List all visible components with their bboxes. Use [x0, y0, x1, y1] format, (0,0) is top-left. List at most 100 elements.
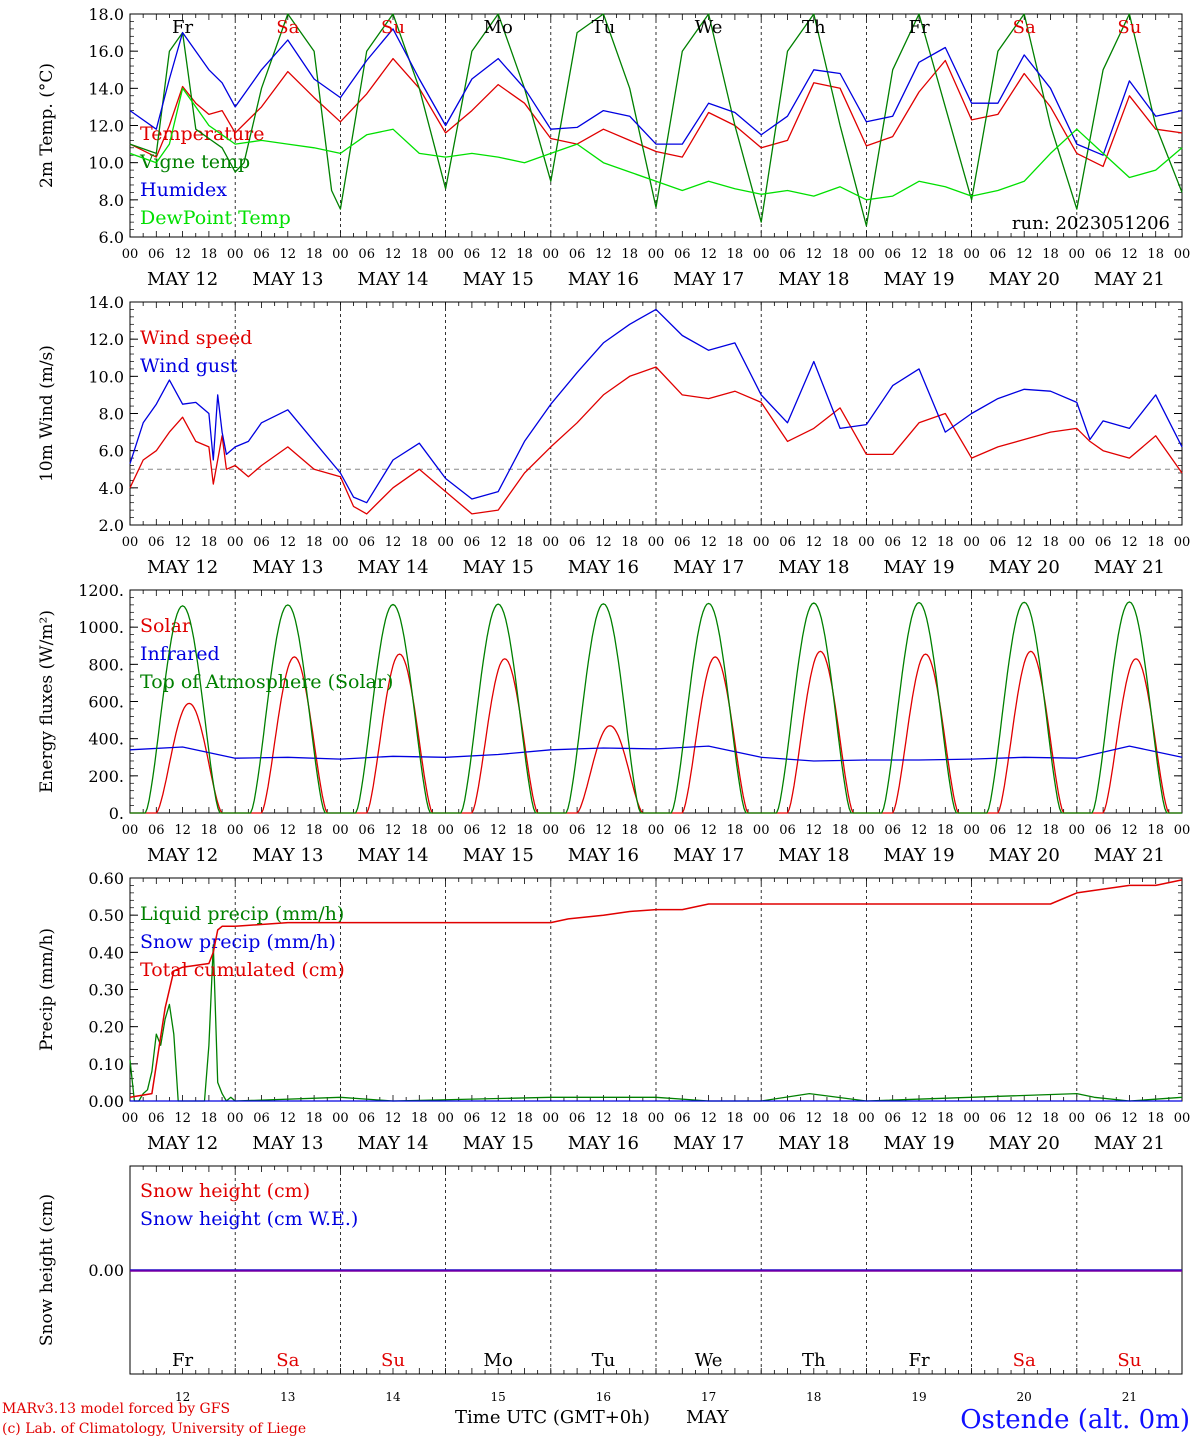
weekday-label: Sa — [276, 17, 299, 38]
day-label: MAY 21 — [1094, 1133, 1165, 1154]
hour-tick-label: 18 — [727, 535, 744, 550]
hour-tick-label: 06 — [148, 247, 165, 262]
hour-tick-label: 12 — [174, 247, 191, 262]
y-tick-label: 10.0 — [88, 154, 124, 173]
day-number-label: 12 — [175, 1390, 190, 1404]
hour-tick-label: 12 — [174, 535, 191, 550]
day-number-label: 20 — [1017, 1390, 1032, 1404]
hour-tick-label: 06 — [253, 247, 270, 262]
legend-entry: Solar — [140, 615, 192, 637]
hour-tick-label: 06 — [148, 535, 165, 550]
hour-tick-label: 12 — [280, 247, 297, 262]
y-axis-title: 2m Temp. (°C) — [37, 63, 57, 188]
y-tick-label: 6.0 — [99, 228, 124, 247]
hour-tick-label: 00 — [122, 1111, 139, 1126]
hour-tick-label: 18 — [621, 823, 638, 838]
panel-5: 0.00 Snow height (cm) Snow height (cm) Snow… — [37, 1165, 1183, 1404]
y-tick-label: 200. — [88, 767, 124, 786]
hour-tick-label: 00 — [753, 1111, 770, 1126]
hour-tick-label: 06 — [779, 535, 796, 550]
plot-frame — [129, 589, 1183, 814]
hour-tick-label: 00 — [437, 247, 454, 262]
hour-tick-label: 00 — [543, 247, 560, 262]
hour-tick-label: 18 — [411, 1111, 428, 1126]
y-tick-label: 4.0 — [99, 479, 124, 498]
hour-tick-label: 18 — [411, 823, 428, 838]
hour-tick-label: 00 — [437, 823, 454, 838]
hour-tick-label: 18 — [516, 823, 533, 838]
hour-tick-label: 00 — [1174, 823, 1191, 838]
hour-tick-label: 06 — [253, 1111, 270, 1126]
weekday-label: Sa — [1013, 17, 1036, 38]
hour-tick-label: 00 — [332, 823, 349, 838]
y-tick-label: 1200. — [78, 581, 124, 600]
hour-tick-label: 18 — [411, 247, 428, 262]
hour-tick-label: 12 — [700, 247, 717, 262]
hour-tick-label: 18 — [937, 1111, 954, 1126]
hour-tick-label: 00 — [753, 823, 770, 838]
day-label: MAY 15 — [463, 269, 534, 290]
lab-credit: (c) Lab. of Climatology, University of L… — [2, 1421, 306, 1437]
day-label: MAY 21 — [1094, 845, 1165, 866]
day-label: MAY 18 — [778, 1133, 849, 1154]
day-label: MAY 18 — [778, 557, 849, 578]
hour-tick-label: 18 — [516, 535, 533, 550]
hour-tick-label: 06 — [464, 1111, 481, 1126]
weekday-label: Th — [802, 1350, 826, 1371]
hour-tick-label: 18 — [727, 823, 744, 838]
x-axis-title: Time UTC (GMT+0h) — [455, 1407, 650, 1428]
day-label: MAY 16 — [568, 269, 639, 290]
hour-tick-label: 06 — [779, 823, 796, 838]
hour-tick-label: 06 — [884, 823, 901, 838]
hour-tick-label: 12 — [1016, 823, 1033, 838]
hour-tick-label: 12 — [1121, 535, 1138, 550]
day-number-label: 17 — [701, 1390, 716, 1404]
hour-tick-label: 00 — [648, 247, 665, 262]
hour-tick-label: 06 — [674, 535, 691, 550]
hour-tick-label: 00 — [1069, 247, 1086, 262]
hour-tick-label: 06 — [1095, 535, 1112, 550]
y-axis-title: 10m Wind (m/s) — [37, 345, 57, 482]
hour-tick-label: 00 — [963, 535, 980, 550]
hour-tick-label: 06 — [779, 247, 796, 262]
day-label: MAY 12 — [147, 557, 218, 578]
hour-tick-label: 06 — [464, 535, 481, 550]
hour-tick-label: 18 — [1147, 1111, 1164, 1126]
y-tick-label: 14.0 — [88, 293, 124, 312]
hour-tick-label: 18 — [1042, 247, 1059, 262]
day-label: MAY 20 — [989, 269, 1060, 290]
weekday-label: Fr — [172, 1350, 193, 1371]
hour-tick-label: 00 — [648, 823, 665, 838]
y-tick-label: 14.0 — [88, 79, 124, 98]
series-line-1 — [129, 57, 1183, 168]
day-label: MAY 17 — [673, 845, 744, 866]
hour-tick-label: 00 — [437, 535, 454, 550]
plot-frame — [129, 301, 1183, 526]
hour-tick-label: 06 — [464, 247, 481, 262]
hour-tick-label: 06 — [569, 1111, 586, 1126]
hour-tick-label: 12 — [1121, 1111, 1138, 1126]
hour-tick-label: 06 — [779, 1111, 796, 1126]
hour-tick-label: 12 — [1121, 247, 1138, 262]
hour-tick-label: 12 — [806, 535, 823, 550]
hour-tick-label: 12 — [911, 535, 928, 550]
hour-tick-label: 06 — [569, 535, 586, 550]
hour-tick-label: 06 — [1095, 247, 1112, 262]
station-name: Ostende (alt. 0m) — [960, 1405, 1190, 1435]
hour-tick-label: 18 — [201, 1111, 218, 1126]
hour-tick-label: 18 — [937, 823, 954, 838]
y-tick-label: 800. — [88, 655, 124, 674]
day-label: MAY 19 — [883, 269, 954, 290]
hour-tick-label: 06 — [674, 247, 691, 262]
weekday-label: Tu — [592, 17, 616, 38]
day-label: MAY 14 — [357, 845, 428, 866]
hour-tick-label: 18 — [832, 823, 849, 838]
day-label: MAY 13 — [252, 557, 323, 578]
hour-tick-label: 18 — [1147, 535, 1164, 550]
y-tick-label: 0.20 — [88, 1018, 124, 1037]
day-label: MAY 17 — [673, 557, 744, 578]
hour-tick-label: 00 — [858, 823, 875, 838]
hour-tick-label: 06 — [358, 823, 375, 838]
hour-tick-label: 18 — [306, 247, 323, 262]
